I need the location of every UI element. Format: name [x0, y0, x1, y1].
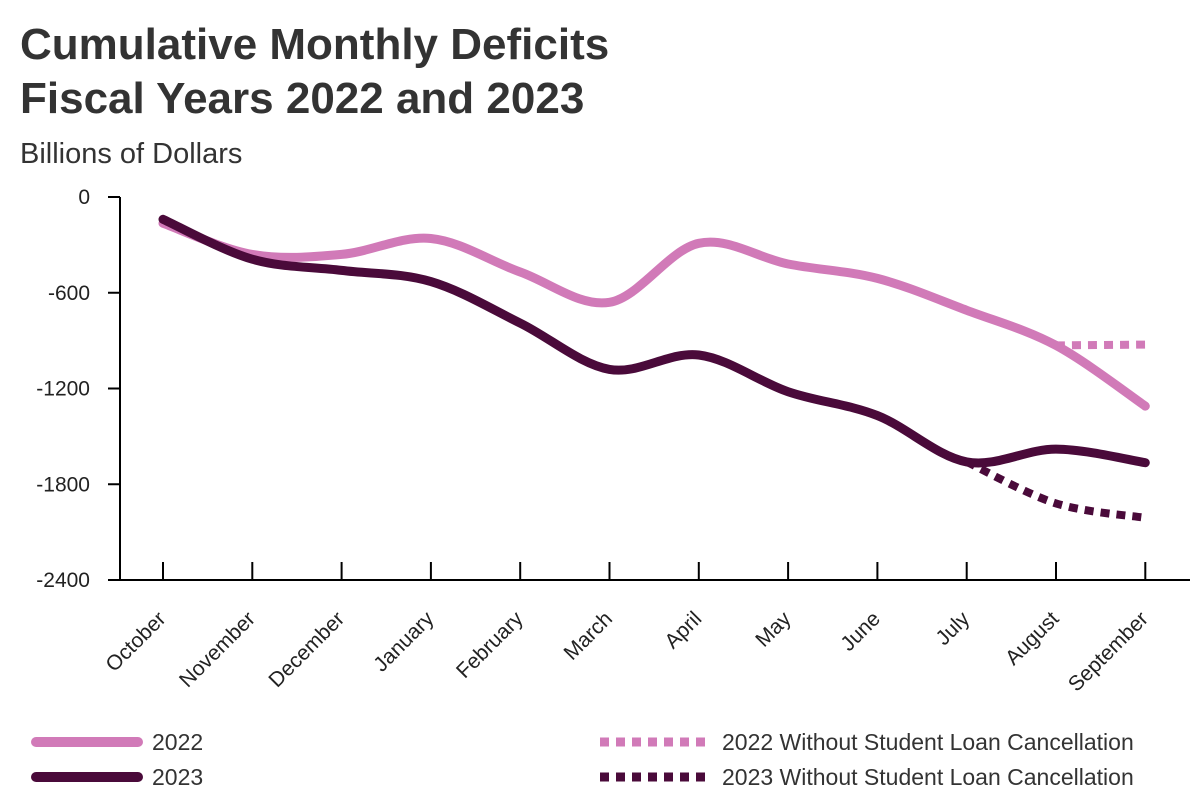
chart-title-line-2: Fiscal Years 2022 and 2023 [20, 74, 585, 123]
series-line-2023 [158, 214, 1150, 468]
series-line-dotted-2023-without-student-loan-cancellation [964, 458, 1146, 522]
y-tick-label: 0 [78, 186, 90, 209]
legend-label: 2023 [152, 764, 203, 790]
series-line-dotted-2022-without-student-loan-cancellation [1055, 340, 1146, 350]
x-tick-label: May [751, 607, 796, 652]
series-layer [158, 214, 1150, 522]
legend-label: 2023 Without Student Loan Cancellation [722, 764, 1134, 790]
chart-title-line-1: Cumulative Monthly Deficits [20, 20, 610, 69]
x-tick-label: December [264, 607, 349, 692]
x-tick-label: August [1001, 607, 1064, 670]
y-tick-label: -600 [48, 282, 90, 305]
legend-label: 2022 [152, 729, 203, 755]
x-tick-label: October [101, 607, 170, 676]
legend: 2022 2023 2022 Without Student Loan Cancel… [31, 729, 1134, 790]
x-tick-label: June [836, 607, 884, 655]
y-tick-label: -2400 [36, 569, 90, 592]
x-tick-label: July [932, 607, 975, 650]
series-line-2022 [158, 218, 1150, 411]
x-tick-label: April [660, 607, 706, 653]
chart-subtitle: Billions of Dollars [20, 138, 243, 170]
x-tick-label: November [175, 607, 260, 692]
axes: 0 -600 -1200 -1800 -2400 October November Decem… [36, 186, 1190, 696]
x-tick-label: January [369, 607, 438, 676]
x-tick-label: September [1064, 607, 1153, 696]
y-tick-label: -1200 [36, 378, 90, 401]
x-tick-label: March [560, 607, 618, 665]
x-tick-label: February [452, 607, 528, 683]
legend-label: 2022 Without Student Loan Cancellation [722, 729, 1134, 755]
y-tick-label: -1800 [36, 473, 90, 496]
chart-title: Cumulative Monthly Deficits Fiscal Years… [20, 18, 609, 126]
